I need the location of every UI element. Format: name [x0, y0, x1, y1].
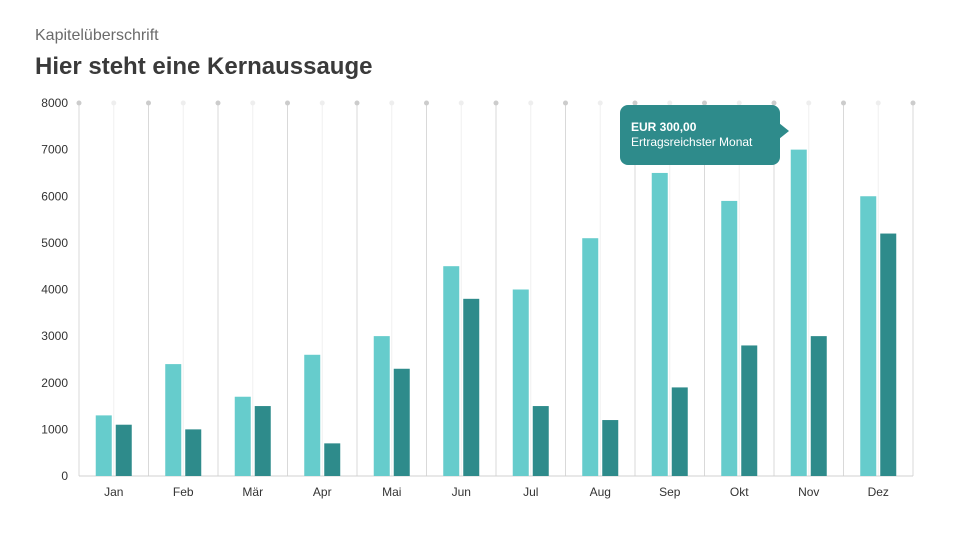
bar — [443, 266, 460, 476]
y-tick-label: 0 — [61, 469, 68, 483]
grid-dot — [493, 100, 499, 106]
grid-dot — [215, 100, 221, 106]
grid-dot — [702, 100, 707, 106]
grid-dot — [111, 100, 117, 106]
x-tick-label: Jul — [523, 485, 538, 499]
x-tick-label: Mär — [242, 485, 263, 499]
bar — [165, 364, 182, 476]
grid-dot — [736, 100, 742, 106]
x-tick-label: Apr — [313, 485, 332, 499]
bar — [393, 368, 410, 476]
x-tick-label: Aug — [590, 485, 611, 499]
y-tick-label: 8000 — [41, 96, 68, 110]
grid-dot — [458, 100, 464, 106]
bar — [95, 415, 112, 476]
callout-value: EUR 300,00 — [631, 120, 697, 134]
bar — [463, 298, 480, 476]
grid-dot — [285, 100, 290, 106]
bar — [721, 200, 738, 476]
grid-dot — [424, 100, 429, 106]
bar — [880, 233, 897, 476]
bar — [373, 336, 390, 476]
x-tick-label: Dez — [868, 485, 889, 499]
y-tick-label: 6000 — [41, 189, 68, 203]
y-tick-label: 3000 — [41, 329, 68, 343]
callout-label: Ertragsreichster Monat — [631, 135, 753, 149]
grid-dot — [667, 100, 673, 106]
x-tick-label: Feb — [173, 485, 194, 499]
grid-dot — [597, 100, 603, 106]
grid-dot — [354, 100, 360, 106]
y-tick-label: 5000 — [41, 236, 68, 250]
bar — [324, 443, 341, 476]
bar — [512, 289, 529, 476]
grid-dot — [771, 100, 777, 106]
grid-dot — [632, 100, 638, 106]
y-tick-label: 7000 — [41, 143, 68, 157]
bar — [860, 196, 877, 476]
bar — [304, 354, 321, 476]
grid-dot — [76, 100, 82, 106]
bar — [185, 429, 202, 476]
grid-dot — [319, 100, 325, 106]
grid-dot — [528, 100, 534, 106]
bar — [582, 238, 599, 476]
grid-dot — [250, 100, 256, 106]
grid-dot — [180, 100, 186, 106]
bar — [651, 172, 668, 476]
highlight-callout: EUR 300,00 Ertragsreichster Monat — [620, 105, 789, 165]
bar — [741, 345, 758, 476]
grid-dot — [875, 100, 881, 106]
chapter-title: Kapitelüberschrift — [35, 27, 159, 44]
bar — [602, 420, 619, 476]
bar — [810, 336, 827, 476]
bar — [790, 149, 807, 476]
bar — [532, 406, 549, 476]
grid-dot — [146, 100, 151, 106]
bar — [234, 396, 251, 476]
bar — [115, 424, 132, 476]
y-tick-label: 1000 — [41, 422, 68, 436]
grid-dot — [806, 100, 812, 106]
grid-dot — [910, 100, 916, 106]
x-tick-label: Mai — [382, 485, 401, 499]
page-headline: Hier steht eine Kernaussauge — [35, 53, 373, 80]
x-tick-label: Okt — [730, 485, 749, 499]
x-tick-label: Jun — [452, 485, 471, 499]
x-tick-label: Nov — [798, 485, 819, 499]
bar — [254, 406, 271, 476]
grid-dot — [563, 100, 568, 106]
grid-dot — [841, 100, 846, 106]
x-tick-label: Sep — [659, 485, 681, 499]
bar — [671, 387, 688, 476]
y-tick-label: 4000 — [41, 283, 68, 297]
y-tick-label: 2000 — [41, 376, 68, 390]
grid-dot — [389, 100, 395, 106]
x-tick-label: Jan — [104, 485, 123, 499]
